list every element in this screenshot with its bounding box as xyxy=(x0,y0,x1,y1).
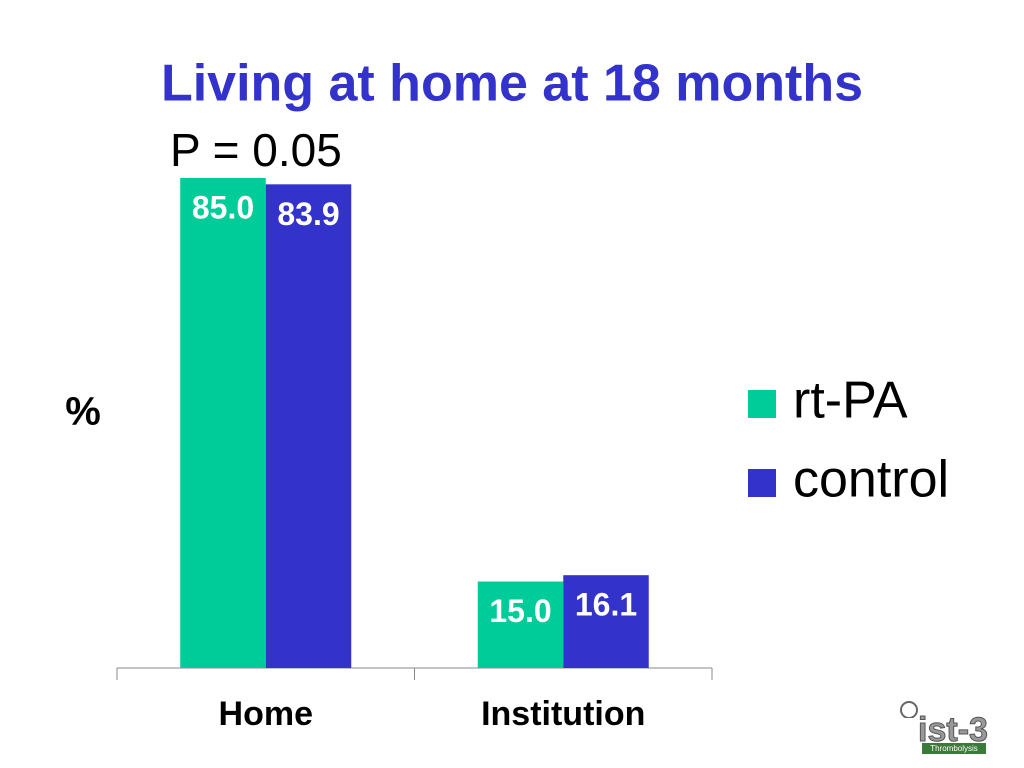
x-tick-label: Home xyxy=(219,695,313,733)
logo: ist-3 Thrombolysis xyxy=(900,701,1006,754)
legend-label: control xyxy=(793,451,949,509)
x-tick-label: Institution xyxy=(481,695,645,733)
legend-swatch xyxy=(748,469,776,497)
value-label: 85.0 xyxy=(192,189,254,225)
logo-subtext: Thrombolysis xyxy=(930,744,978,753)
value-label: 83.9 xyxy=(277,196,339,232)
bar xyxy=(563,575,649,668)
chart-title: Living at home at 18 months xyxy=(161,55,863,113)
logo-text: ist-3 xyxy=(918,711,988,749)
value-label: 16.1 xyxy=(575,587,637,623)
bar xyxy=(477,581,564,668)
legend-swatch xyxy=(748,390,776,418)
logo-band xyxy=(922,743,986,754)
bar xyxy=(265,184,352,668)
annotation: P = 0.05 xyxy=(170,124,342,176)
bar xyxy=(180,177,266,668)
legend-label: rt-PA xyxy=(793,372,908,430)
logo-dot xyxy=(900,701,918,719)
y-axis-label: % xyxy=(65,390,101,434)
value-label: 15.0 xyxy=(489,593,551,629)
